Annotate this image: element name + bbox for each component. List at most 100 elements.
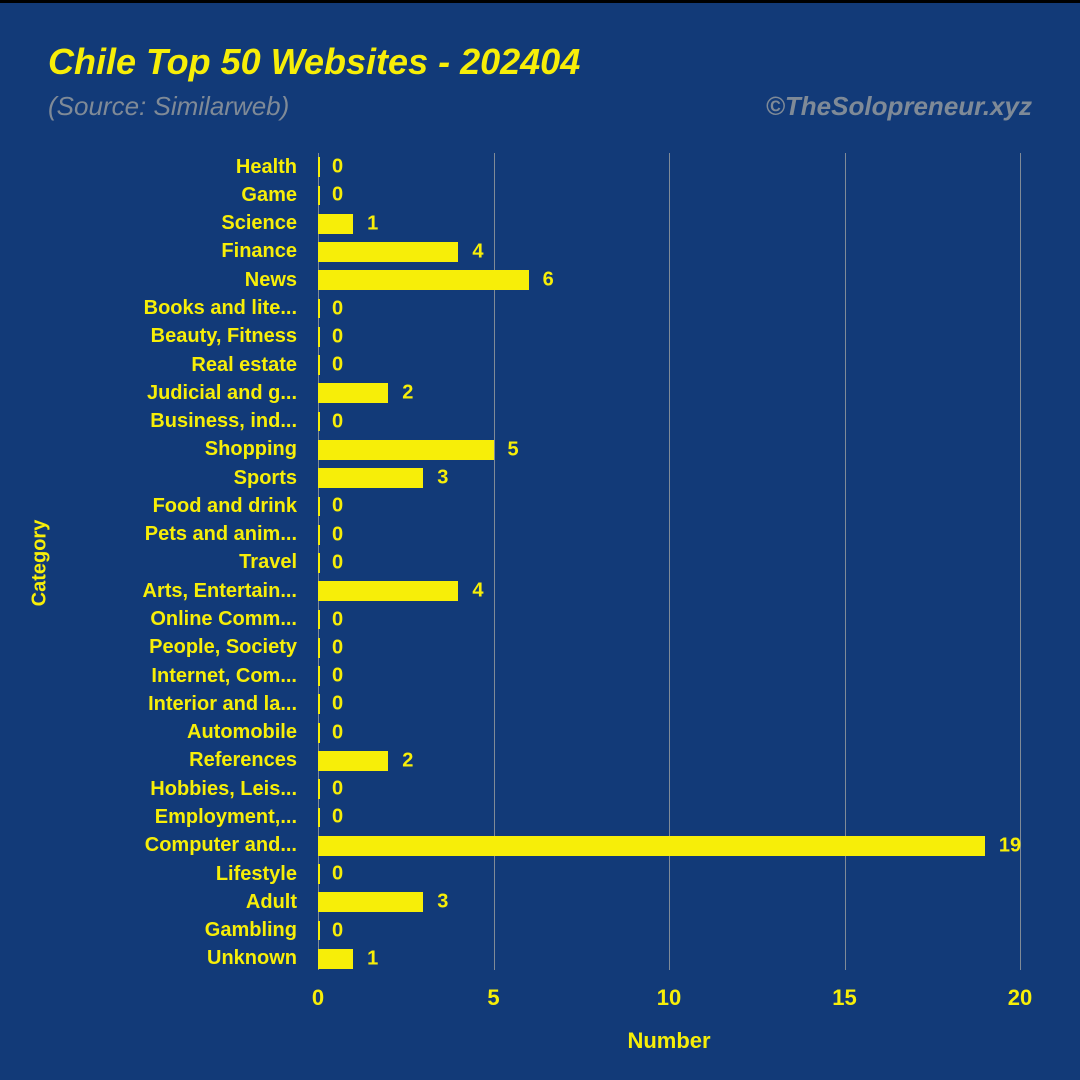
bar bbox=[318, 666, 320, 686]
bar-row: Shopping5 bbox=[80, 436, 1020, 464]
bar bbox=[318, 440, 494, 460]
value-label: 0 bbox=[332, 523, 343, 546]
chart-source: (Source: Similarweb) bbox=[48, 91, 289, 122]
bar-row: Interior and la...0 bbox=[80, 690, 1020, 718]
category-label: Adult bbox=[80, 891, 305, 914]
bar bbox=[318, 299, 320, 319]
bar-row: Employment,... 0 bbox=[80, 803, 1020, 831]
bar bbox=[318, 327, 320, 347]
value-label: 0 bbox=[332, 325, 343, 348]
value-label: 0 bbox=[332, 551, 343, 574]
bar bbox=[318, 751, 388, 771]
x-tick-label: 10 bbox=[657, 985, 681, 1011]
bar-row: Finance 4 bbox=[80, 238, 1020, 266]
bar-row: Unknown 1 bbox=[80, 945, 1020, 973]
value-label: 1 bbox=[367, 212, 378, 235]
bar-row: Sports3 bbox=[80, 464, 1020, 492]
bar bbox=[318, 186, 320, 206]
category-label: Game bbox=[80, 184, 305, 207]
bar-row: Game 0 bbox=[80, 181, 1020, 209]
bar bbox=[318, 808, 320, 828]
bar-row: Lifestyle0 bbox=[80, 860, 1020, 888]
bar-row: Adult3 bbox=[80, 888, 1020, 916]
category-label: Health bbox=[80, 156, 305, 179]
value-label: 19 bbox=[999, 834, 1021, 857]
category-label: Computer and... bbox=[80, 834, 305, 857]
bar-row: Travel 0 bbox=[80, 549, 1020, 577]
category-label: Books and lite... bbox=[80, 297, 305, 320]
bar bbox=[318, 610, 320, 630]
x-tick-label: 5 bbox=[487, 985, 499, 1011]
value-label: 4 bbox=[472, 240, 483, 263]
bar bbox=[318, 553, 320, 573]
bar bbox=[318, 949, 353, 969]
bar-row: Gambling 0 bbox=[80, 916, 1020, 944]
value-label: 2 bbox=[402, 382, 413, 405]
value-label: 0 bbox=[332, 863, 343, 886]
bar bbox=[318, 468, 423, 488]
bar bbox=[318, 581, 458, 601]
category-label: Travel bbox=[80, 551, 305, 574]
bar bbox=[318, 921, 320, 941]
bar bbox=[318, 836, 985, 856]
category-label: Unknown bbox=[80, 947, 305, 970]
bar-row: Books and lite... 0 bbox=[80, 294, 1020, 322]
bar bbox=[318, 270, 529, 290]
chart-container: Chile Top 50 Websites - 202404 (Source: … bbox=[0, 0, 1080, 1080]
bar bbox=[318, 242, 458, 262]
value-label: 0 bbox=[332, 184, 343, 207]
category-label: Sports bbox=[80, 467, 305, 490]
value-label: 0 bbox=[332, 693, 343, 716]
category-label: Finance bbox=[80, 240, 305, 263]
category-label: Judicial and g... bbox=[80, 382, 305, 405]
bar-row: Automobile0 bbox=[80, 719, 1020, 747]
bar bbox=[318, 864, 320, 884]
value-label: 2 bbox=[402, 749, 413, 772]
value-label: 0 bbox=[332, 354, 343, 377]
bar bbox=[318, 694, 320, 714]
bar bbox=[318, 525, 320, 545]
bar-row: References 2 bbox=[80, 747, 1020, 775]
bar-row: Science1 bbox=[80, 210, 1020, 238]
bar-row: Computer and... 19 bbox=[80, 832, 1020, 860]
category-label: Employment,... bbox=[80, 806, 305, 829]
x-axis-label: Number bbox=[627, 1028, 710, 1054]
value-label: 0 bbox=[332, 608, 343, 631]
value-label: 0 bbox=[332, 410, 343, 433]
category-label: References bbox=[80, 749, 305, 772]
value-label: 0 bbox=[332, 495, 343, 518]
bar bbox=[318, 412, 320, 432]
bar bbox=[318, 779, 320, 799]
bar-row: Hobbies, Leis...0 bbox=[80, 775, 1020, 803]
bar-row: Pets and anim... 0 bbox=[80, 521, 1020, 549]
x-tick-label: 0 bbox=[312, 985, 324, 1011]
bar bbox=[318, 638, 320, 658]
bar bbox=[318, 214, 353, 234]
category-label: Business, ind... bbox=[80, 410, 305, 433]
bar-row: News 6 bbox=[80, 266, 1020, 294]
category-label: Online Comm... bbox=[80, 608, 305, 631]
category-label: News bbox=[80, 269, 305, 292]
category-label: Food and drink bbox=[80, 495, 305, 518]
value-label: 0 bbox=[332, 297, 343, 320]
value-label: 0 bbox=[332, 721, 343, 744]
bar-row: Internet, Com... 0 bbox=[80, 662, 1020, 690]
category-label: Pets and anim... bbox=[80, 523, 305, 546]
value-label: 5 bbox=[508, 438, 519, 461]
x-tick-label: 20 bbox=[1008, 985, 1032, 1011]
bar-row: Online Comm... 0 bbox=[80, 605, 1020, 633]
category-label: Gambling bbox=[80, 919, 305, 942]
category-label: Arts, Entertain... bbox=[80, 580, 305, 603]
value-label: 6 bbox=[543, 269, 554, 292]
bar bbox=[318, 723, 320, 743]
category-label: Internet, Com... bbox=[80, 665, 305, 688]
value-label: 0 bbox=[332, 919, 343, 942]
value-label: 0 bbox=[332, 156, 343, 179]
value-label: 0 bbox=[332, 806, 343, 829]
value-label: 1 bbox=[367, 947, 378, 970]
value-label: 0 bbox=[332, 665, 343, 688]
bar-row: Business, ind... 0 bbox=[80, 407, 1020, 435]
bar-row: Arts, Entertain...4 bbox=[80, 577, 1020, 605]
chart-title: Chile Top 50 Websites - 202404 bbox=[48, 41, 580, 83]
bar-row: Health 0 bbox=[80, 153, 1020, 181]
